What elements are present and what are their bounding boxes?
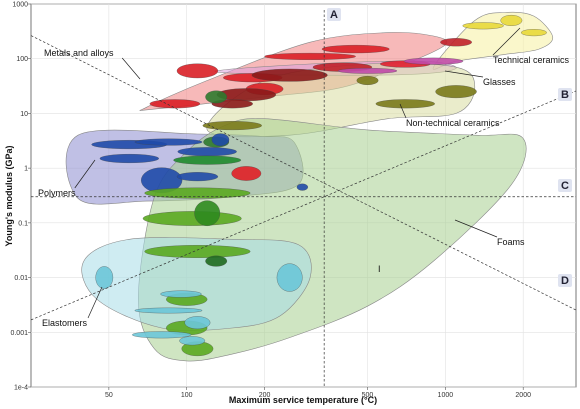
x-tick-label: 200	[259, 392, 271, 399]
material-bubble	[142, 211, 242, 226]
annotations: Metals and alloys Technical ceramics Glass…	[38, 27, 570, 328]
label-technical-ceramics: Technical ceramics	[493, 55, 570, 65]
material-bubble	[144, 187, 251, 199]
material-bubble	[184, 316, 211, 330]
material-bubble	[99, 154, 159, 163]
leader-line-metals-and-alloys	[121, 57, 141, 80]
guide-line-d	[30, 35, 577, 311]
label-glasses: Glasses	[483, 77, 516, 87]
y-tick-label: 10	[20, 111, 28, 118]
x-tick-label: 100	[181, 392, 193, 399]
guide-letter-bg	[558, 274, 572, 287]
label-polymers: Polymers	[38, 188, 76, 198]
label-metals-and-alloys: Metals and alloys	[44, 48, 114, 58]
material-bubble	[134, 138, 203, 146]
guide-letter-c: C	[561, 180, 569, 192]
material-bubble	[251, 68, 328, 82]
guide-letter-b: B	[561, 89, 569, 101]
envelope-technical-ceramics	[432, 11, 554, 70]
x-tick-label: 1000	[438, 392, 454, 399]
material-bubble	[176, 172, 219, 182]
material-bubble	[205, 90, 228, 104]
y-tick-label: 0.1	[18, 220, 28, 227]
material-bubble	[276, 263, 303, 292]
y-tick-label: 0.01	[14, 275, 28, 282]
material-bubble	[176, 63, 219, 79]
material-bubble	[134, 307, 203, 314]
y-tick-label: 100	[16, 56, 28, 63]
material-bubble	[356, 76, 379, 85]
x-axis-title: Maximum service temperature (°C)	[229, 395, 377, 405]
leader-line-elastomers	[87, 286, 103, 319]
material-bubble	[231, 166, 262, 181]
material-bubble	[202, 121, 262, 131]
label-i: I	[378, 264, 381, 274]
material-bubble	[264, 52, 356, 60]
material-bubble	[296, 183, 308, 191]
guide-letter-bg	[558, 179, 572, 192]
material-bubble	[173, 155, 242, 165]
guide-letter-d: D	[561, 275, 569, 287]
leader-line-technical-ceramics	[492, 27, 521, 56]
material-bubble	[144, 245, 251, 258]
envelope-elastomers	[81, 237, 312, 331]
material-bubble	[160, 290, 202, 298]
material-bubble	[194, 200, 221, 226]
label-elastomers: Elastomers	[42, 318, 88, 328]
material-bubble	[149, 99, 201, 109]
x-axis-ticks: 50 100 200 500 1000 2000	[105, 387, 531, 399]
leader-line-glasses	[444, 70, 484, 78]
material-bubble	[321, 44, 390, 54]
material-bubble	[205, 255, 228, 267]
x-tick-label: 50	[105, 392, 113, 399]
y-tick-label: 1000	[12, 2, 28, 9]
material-bubble	[435, 85, 477, 99]
label-foams: Foams	[497, 237, 525, 247]
guide-letter-bg	[327, 8, 341, 21]
material-bubble	[337, 68, 398, 74]
y-tick-label: 1e-4	[14, 385, 28, 392]
guide-letter-bg	[558, 88, 572, 101]
label-non-technical-ceramics: Non-technical ceramics	[406, 118, 500, 128]
y-tick-label: 1	[24, 166, 28, 173]
x-tick-label: 2000	[515, 392, 531, 399]
material-bubble	[462, 22, 504, 30]
material-bubble	[521, 29, 547, 37]
material-bubble	[375, 99, 435, 109]
material-bubble	[440, 38, 472, 47]
guide-line-b	[30, 90, 577, 321]
material-bubble	[211, 133, 230, 147]
material-bubble	[179, 336, 206, 346]
y-axis-ticks: 1000 100 10 1 0.1 0.01 0.001 1e-4	[10, 2, 31, 392]
material-bubble	[177, 147, 237, 157]
leader-line-foams	[454, 219, 498, 238]
material-bubble	[500, 15, 523, 26]
guide-lines: A B C D	[30, 8, 577, 387]
leader-line-polymers	[74, 159, 96, 189]
guide-letter-a: A	[330, 9, 338, 21]
x-tick-label: 500	[362, 392, 374, 399]
y-axis-title: Young's modulus (GPa)	[4, 146, 14, 247]
y-tick-label: 0.001	[10, 330, 28, 337]
leader-line-non-technical-ceramics	[399, 103, 407, 119]
material-bubble	[132, 331, 192, 339]
material-bubbles	[91, 15, 547, 357]
material-bubble	[403, 57, 464, 65]
material-bubble	[95, 266, 114, 289]
